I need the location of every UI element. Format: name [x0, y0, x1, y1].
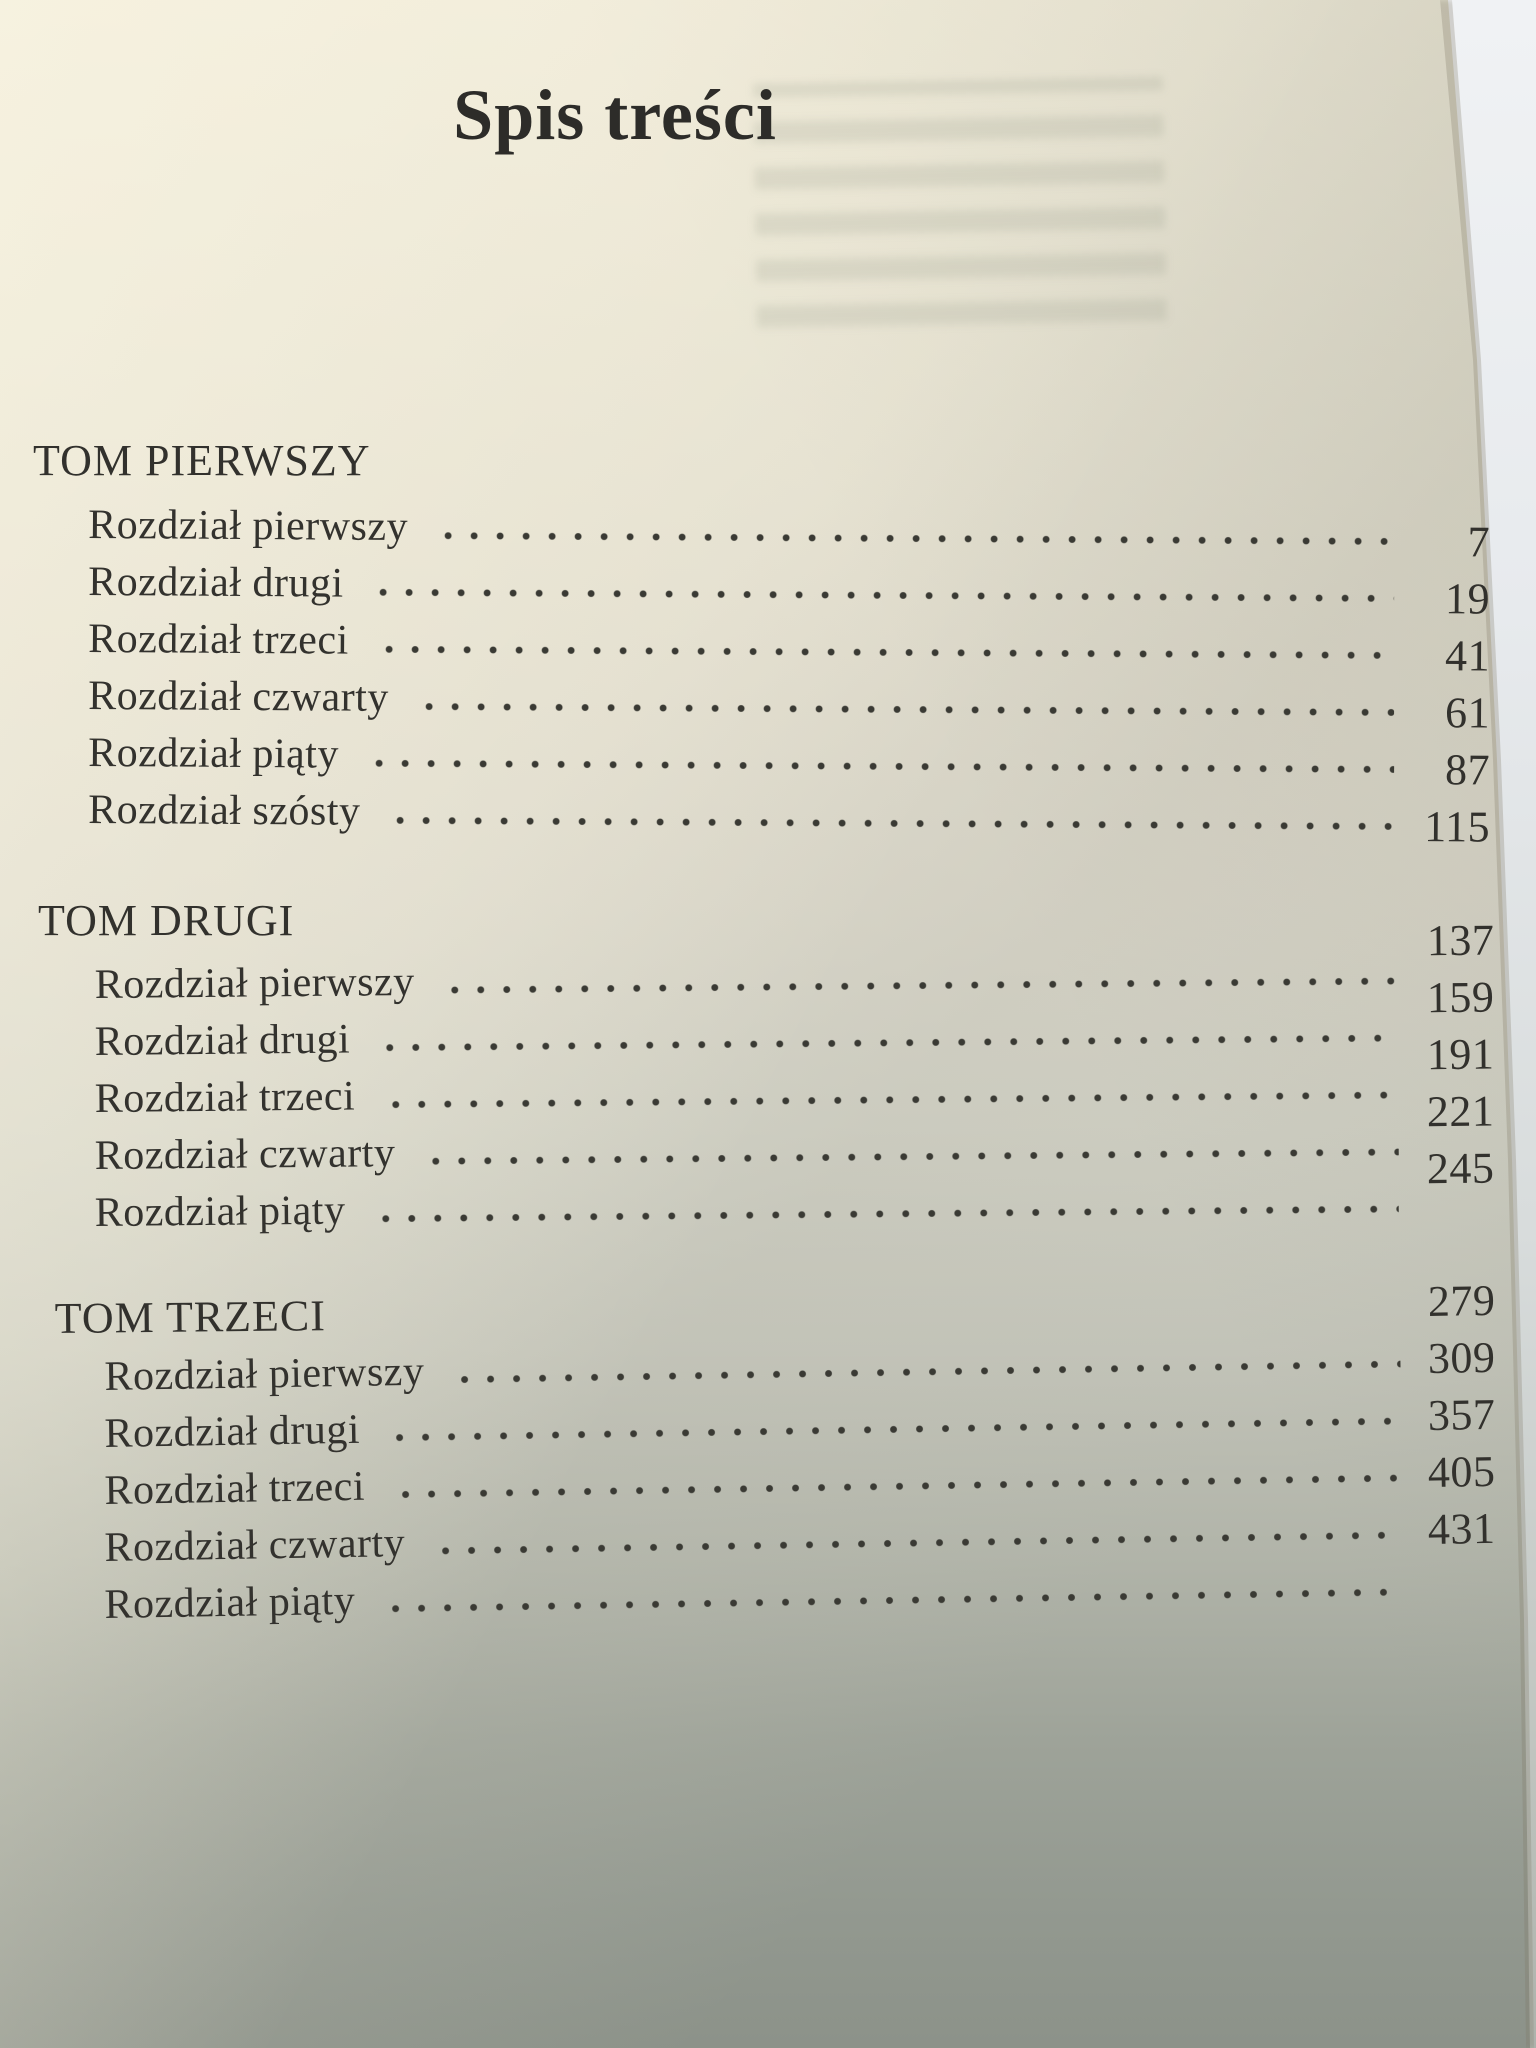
dot-leader	[396, 815, 1395, 831]
toc-entry-label: Rozdział drugi	[104, 1406, 361, 1458]
toc-entry-label: Rozdział czwarty	[104, 1520, 406, 1572]
dot-leader	[395, 1416, 1401, 1443]
toc-entry-page-number: 159	[1426, 972, 1495, 1023]
dot-leader	[391, 1090, 1399, 1110]
dot-leader	[391, 1587, 1401, 1614]
dot-leader	[431, 1147, 1399, 1166]
toc-entry-page-number: 245	[1426, 1143, 1495, 1194]
toc-entry-page-number: 7	[1467, 517, 1491, 567]
toc-entry-page-number: 405	[1427, 1446, 1496, 1498]
toc-entry-page-number: 87	[1444, 745, 1491, 795]
dot-leader	[386, 1033, 1399, 1053]
toc-row: Rozdział czwarty 61	[88, 669, 1491, 738]
toc-entry-page-number: 357	[1427, 1389, 1496, 1441]
toc-section-heading: TOM DRUGI	[38, 896, 295, 945]
toc-row: Rozdział piąty 87	[88, 726, 1491, 795]
dot-leader	[460, 1359, 1401, 1385]
toc-row: Rozdział trzeci 41	[88, 612, 1491, 681]
toc-entry-label: Rozdział czwarty	[88, 673, 390, 721]
dot-leader	[374, 758, 1395, 774]
toc-rows: Rozdział pierwszy 137 Rozdział drugi 159 Roz…	[38, 916, 1495, 1243]
toc-entry-label: Rozdział czwarty	[94, 1130, 396, 1180]
toc-entry-page-number: 431	[1427, 1503, 1496, 1555]
dot-leader	[441, 1530, 1401, 1556]
toc-entry-label: Rozdział piąty	[88, 730, 340, 778]
dot-leader	[450, 976, 1399, 995]
toc-entry-label: Rozdział pierwszy	[94, 958, 415, 1009]
toc-entry-label: Rozdział szósty	[88, 787, 361, 835]
toc-entry-label: Rozdział piąty	[94, 1187, 346, 1237]
dot-leader	[443, 531, 1395, 546]
dot-leader	[401, 1473, 1401, 1500]
toc-rows: Rozdział pierwszy 7 Rozdział drugi 19 Rozdzi…	[33, 498, 1491, 852]
toc-entry-page-number: 19	[1444, 574, 1491, 624]
page-title: Spis treści	[453, 75, 777, 155]
toc-entry-page-number: 191	[1426, 1029, 1495, 1080]
dot-leader	[384, 644, 1395, 660]
toc-entry-label: Rozdział trzeci	[94, 1073, 356, 1123]
toc-entry-page-number: 61	[1444, 688, 1491, 738]
toc-entry-page-number: 115	[1424, 802, 1491, 852]
dot-leader	[424, 702, 1395, 717]
toc-entry-label: Rozdział drugi	[94, 1016, 351, 1066]
toc-section-heading: TOM PIERWSZY	[33, 436, 371, 485]
toc-entry-label: Rozdział piąty	[104, 1577, 356, 1629]
toc-rows: Rozdział pierwszy 279 Rozdział drugi 309 Roz…	[55, 1276, 1497, 1635]
dot-leader	[381, 1204, 1399, 1224]
toc-entry-label: Rozdział pierwszy	[104, 1348, 425, 1401]
toc-row: Rozdział piąty 245	[94, 1144, 1494, 1243]
toc-entry-page-number: 221	[1426, 1086, 1495, 1137]
toc-entry-label: Rozdział drugi	[88, 559, 344, 607]
toc-section: TOM PIERWSZY Rozdział pierwszy 7 Rozdział d…	[33, 436, 1491, 852]
toc-entry-page-number: 41	[1444, 631, 1491, 681]
toc-row: Rozdział pierwszy 7	[88, 498, 1491, 567]
dot-leader	[379, 587, 1395, 603]
toc-entry-label: Rozdział trzeci	[104, 1463, 366, 1515]
toc-entry-label: Rozdział pierwszy	[88, 502, 409, 550]
toc-row: Rozdział drugi 19	[88, 555, 1491, 624]
toc-section: TOM DRUGI Rozdział pierwszy 137 Rozdział dr…	[38, 896, 1495, 1243]
toc-row: Rozdział szósty 115	[88, 783, 1491, 852]
toc-entry-page-number: 309	[1427, 1332, 1496, 1384]
toc-entry-label: Rozdział trzeci	[88, 616, 349, 664]
toc-entry-page-number: 137	[1426, 915, 1495, 966]
toc-section: TOM TRZECI Rozdział pierwszy 279 Rozdział d…	[54, 1276, 1497, 1635]
toc-entry-page-number: 279	[1427, 1275, 1496, 1327]
